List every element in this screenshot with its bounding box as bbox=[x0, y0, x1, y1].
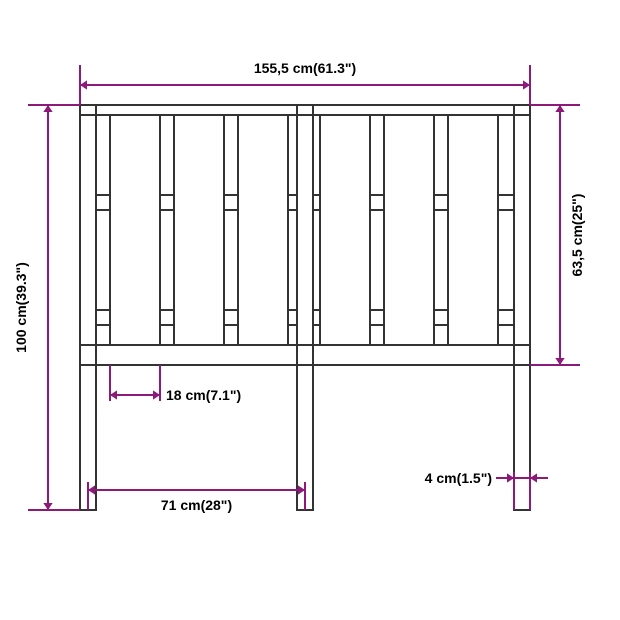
dim-top-height: 63,5 cm(25") bbox=[569, 194, 585, 277]
dim-total-height: 100 cm(39.3") bbox=[13, 262, 29, 353]
dim-bottom-width: 71 cm(28") bbox=[161, 497, 232, 513]
dim-total-width: 155,5 cm(61.3") bbox=[254, 60, 356, 76]
dim-depth: 4 cm(1.5") bbox=[425, 470, 492, 486]
dim-slat-width: 18 cm(7.1") bbox=[166, 387, 241, 403]
